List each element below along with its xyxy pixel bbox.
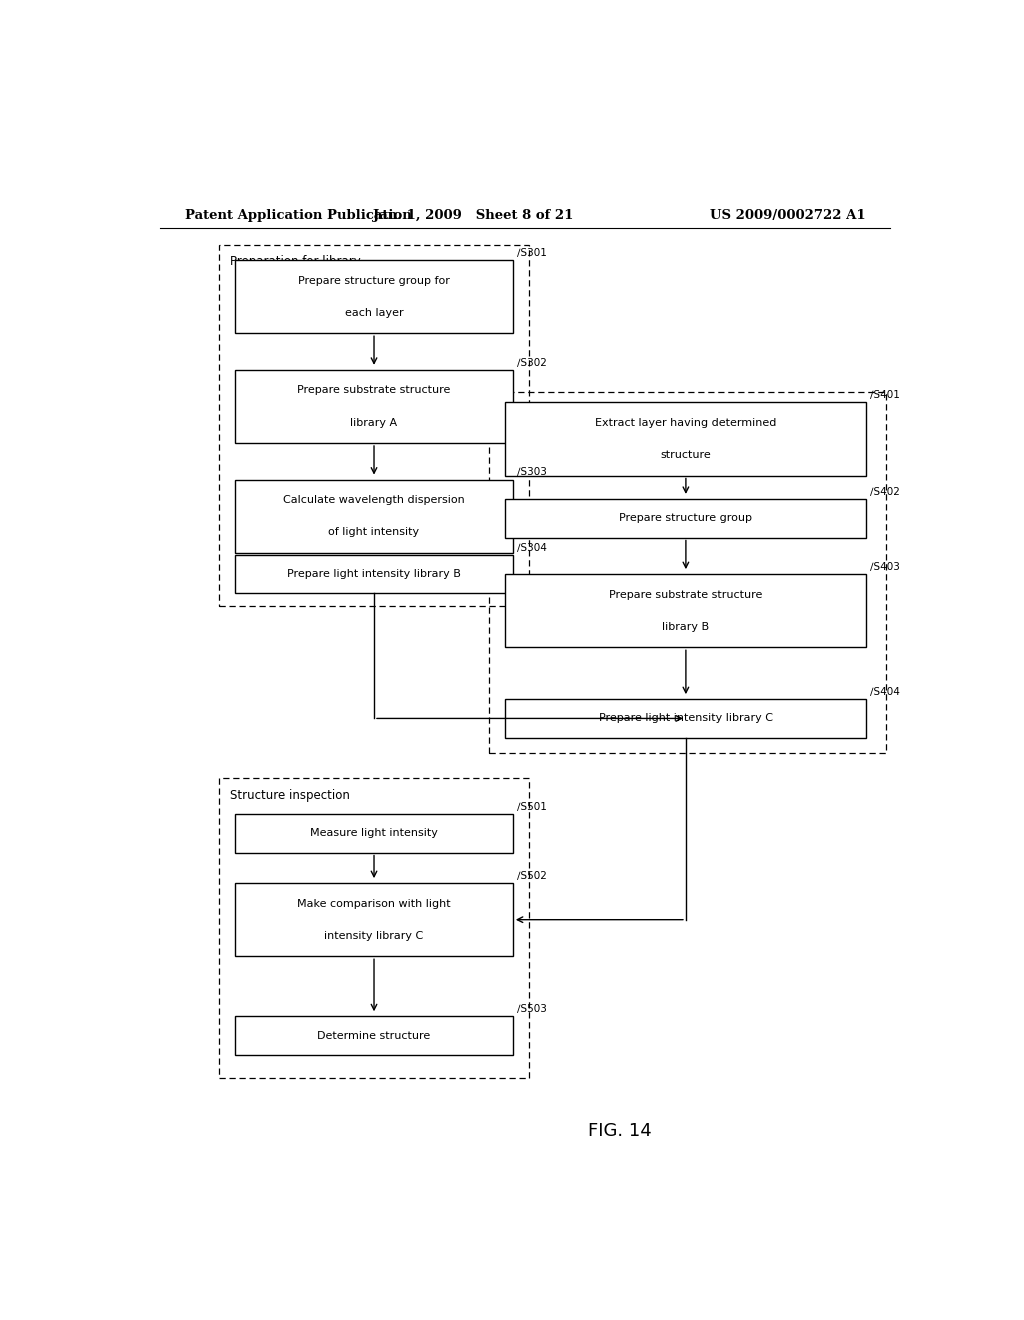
Bar [489, 392, 886, 752]
Text: FIG. 14: FIG. 14 [588, 1122, 652, 1140]
Bar [236, 814, 513, 853]
Text: ∕S303: ∕S303 [517, 466, 547, 477]
Text: structure: structure [660, 450, 711, 461]
Text: Extraction of library: Extraction of library [500, 403, 617, 416]
Text: Patent Application Publication: Patent Application Publication [185, 209, 412, 222]
Bar [236, 479, 513, 553]
Bar [236, 554, 513, 594]
Text: each layer: each layer [345, 308, 403, 318]
Text: Prepare structure group: Prepare structure group [618, 513, 752, 523]
Text: ∕S401: ∕S401 [870, 389, 900, 399]
Text: of light intensity: of light intensity [329, 527, 420, 537]
Text: Prepare light intensity library B: Prepare light intensity library B [287, 569, 461, 579]
Bar [236, 260, 513, 333]
Text: Jan. 1, 2009   Sheet 8 of 21: Jan. 1, 2009 Sheet 8 of 21 [373, 209, 573, 222]
Text: ∕S501: ∕S501 [517, 801, 547, 810]
Bar [236, 370, 513, 444]
Text: ∕S302: ∕S302 [517, 356, 547, 367]
Text: Calculate wavelength dispersion: Calculate wavelength dispersion [284, 495, 465, 506]
Bar [219, 244, 528, 606]
Text: intensity library C: intensity library C [325, 931, 424, 941]
Text: Structure inspection: Structure inspection [229, 788, 349, 801]
Text: Prepare substrate structure: Prepare substrate structure [297, 385, 451, 395]
Text: ∕S402: ∕S402 [870, 486, 900, 496]
Text: ∕S404: ∕S404 [870, 686, 900, 696]
Text: ∕S301: ∕S301 [517, 247, 547, 257]
Text: Determine structure: Determine structure [317, 1031, 431, 1040]
Text: Prepare light intensity library C: Prepare light intensity library C [598, 713, 772, 723]
Text: Make comparison with light: Make comparison with light [297, 899, 451, 908]
Bar [505, 700, 866, 738]
Bar [505, 403, 866, 475]
Text: Measure light intensity: Measure light intensity [310, 828, 438, 838]
Text: Preparation for library: Preparation for library [229, 255, 360, 268]
Text: ∕S403: ∕S403 [870, 561, 900, 572]
Text: ∕S304: ∕S304 [517, 541, 547, 552]
Text: library B: library B [662, 622, 709, 632]
Text: Prepare structure group for: Prepare structure group for [298, 276, 450, 285]
Bar [236, 1016, 513, 1055]
Bar [505, 574, 866, 647]
Text: ∕S503: ∕S503 [517, 1003, 547, 1014]
Text: Prepare substrate structure: Prepare substrate structure [609, 590, 762, 599]
Bar [505, 499, 866, 537]
Text: library A: library A [350, 417, 397, 428]
Text: Extract layer having determined: Extract layer having determined [595, 418, 776, 428]
Bar [236, 883, 513, 956]
Bar [219, 779, 528, 1078]
Text: US 2009/0002722 A1: US 2009/0002722 A1 [711, 209, 866, 222]
Text: ∕S502: ∕S502 [517, 870, 547, 880]
